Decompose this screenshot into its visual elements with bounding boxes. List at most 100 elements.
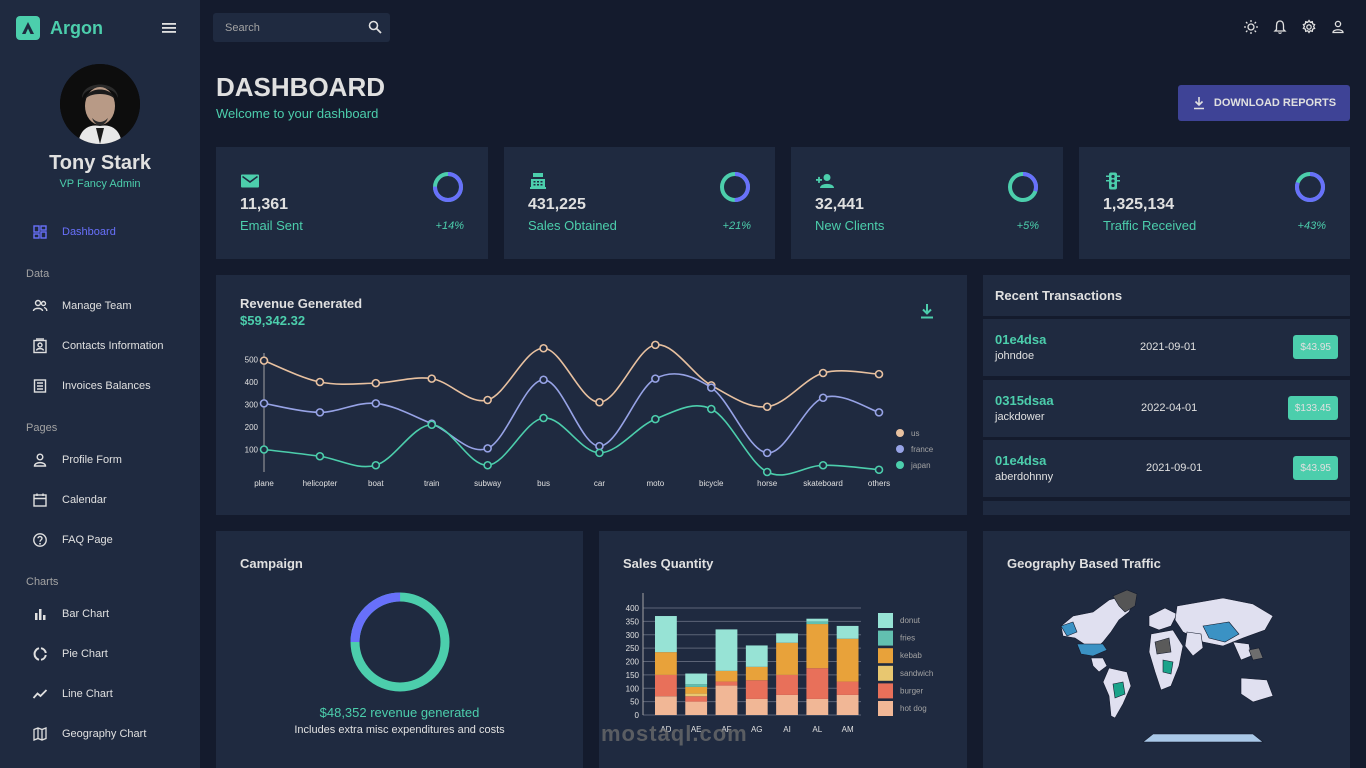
legend-swatch (878, 665, 893, 681)
data-point (539, 413, 548, 423)
data-point (818, 368, 828, 378)
y-tick-label: 400 (626, 604, 640, 613)
x-tick-label: AG (751, 725, 763, 734)
bar-segment-hot-dog (836, 694, 859, 715)
watermark: mostaql.com (601, 721, 748, 746)
bar-segment-fries (685, 684, 708, 687)
sidebar-item-manage-team[interactable]: Manage Team (32, 296, 132, 316)
menu-icon[interactable] (161, 21, 177, 35)
bar-segment-donut (655, 616, 677, 653)
bar-segment-kebab (776, 642, 798, 675)
pie-chart-icon (33, 647, 47, 661)
x-tick-label: AI (783, 725, 791, 734)
series-line-france (263, 373, 880, 454)
progress-ring (433, 172, 463, 202)
transaction-row[interactable]: 0315dsaa jackdower 2022-04-01 $133.45 (983, 380, 1350, 437)
legend-label: donut (900, 616, 921, 625)
x-tick-label: helicopter (303, 479, 338, 488)
search-input[interactable] (213, 13, 363, 42)
x-tick-label: boat (368, 479, 384, 488)
bar-segment-hot-dog (715, 685, 738, 715)
sidebar-item-label: Pie Chart (62, 648, 108, 660)
sidebar-item-profile-form[interactable]: Profile Form (32, 450, 122, 470)
sidebar-item-line-chart[interactable]: Line Chart (32, 684, 113, 704)
x-tick-label: subway (474, 479, 501, 488)
search-icon[interactable] (368, 20, 382, 34)
data-point (595, 448, 604, 458)
invoices-icon (33, 379, 47, 393)
y-tick-label: 100 (626, 684, 640, 693)
download-icon[interactable] (918, 302, 936, 320)
calendar-icon (33, 493, 47, 507)
revenue-line-chart: 100 200 300 400 500 plane helicopter boat train s… (245, 340, 934, 488)
search-bar (213, 13, 390, 42)
download-reports-button[interactable]: DOWNLOAD REPORTS (1178, 85, 1350, 121)
transaction-cost: $43.95 (1293, 456, 1338, 480)
geography-card: Geography Based Traffic (983, 531, 1350, 768)
legend-swatch (878, 701, 893, 716)
data-point (818, 460, 828, 470)
stat-label: Sales Obtained (528, 218, 617, 233)
y-tick-label: 300 (626, 631, 640, 640)
sidebar-item-contacts[interactable]: Contacts Information (32, 336, 164, 356)
transaction-user: aberdohnny (995, 471, 1054, 483)
person-icon[interactable] (1330, 19, 1346, 35)
data-point (651, 340, 660, 350)
y-tick-label: 250 (626, 644, 640, 653)
bar-segment-hot-dog (776, 694, 798, 715)
sidebar-item-bar-chart[interactable]: Bar Chart (32, 604, 109, 624)
transaction-row[interactable]: 01e4dsa aberdohnny 2021-09-01 $43.95 (983, 440, 1350, 497)
data-point (874, 408, 884, 417)
data-point (371, 399, 381, 408)
data-point (427, 420, 437, 430)
transaction-user: jackdower (995, 411, 1045, 423)
legend-label: burger (900, 686, 923, 695)
x-tick-label: skateboard (803, 479, 843, 488)
sidebar-item-invoices[interactable]: Invoices Balances (32, 376, 151, 396)
page-subtitle: Welcome to your dashboard (216, 106, 379, 121)
sidebar-item-faq[interactable]: FAQ Page (32, 530, 113, 550)
transaction-user: johndoe (995, 350, 1035, 362)
brand[interactable]: Argon (16, 16, 103, 40)
sidebar-item-pie-chart[interactable]: Pie Chart (32, 644, 108, 664)
notifications-icon[interactable] (1272, 19, 1288, 35)
data-point (651, 374, 660, 383)
legend-label: france (911, 445, 934, 454)
revenue-card: Revenue Generated $59,342.32 100 200 300 40… (216, 275, 967, 515)
legend-swatch (878, 648, 893, 664)
sidebar-item-label: Invoices Balances (62, 380, 151, 392)
y-tick-label: 0 (635, 711, 640, 720)
y-tick-label: 150 (626, 671, 640, 680)
bar-segment-donut (776, 633, 798, 643)
data-point (315, 377, 325, 387)
transaction-row[interactable]: 01e4dsa johndoe 2021-09-01 $43.95 (983, 319, 1350, 376)
sidebar-item-calendar[interactable]: Calendar (32, 490, 107, 510)
transaction-id: 01e4dsa (995, 453, 1047, 468)
sidebar-section-charts: Charts (26, 576, 59, 588)
stat-card-email: 11,361 Email Sent +14% (216, 147, 488, 259)
sidebar-item-geography-chart[interactable]: Geography Chart (32, 724, 146, 744)
bar-segment-hot-dog (655, 696, 677, 715)
sidebar-item-dashboard[interactable]: Dashboard (32, 222, 116, 242)
transaction-date: 2022-04-01 (1141, 402, 1198, 414)
point-of-sale-icon (530, 173, 546, 189)
light-mode-icon[interactable] (1243, 19, 1259, 35)
legend-label: kebab (900, 651, 922, 660)
transaction-row[interactable] (983, 501, 1350, 515)
data-point (371, 460, 381, 470)
bar-segment-burger (806, 668, 829, 699)
brand-name: Argon (50, 17, 103, 38)
world-map (1060, 589, 1274, 743)
avatar[interactable] (60, 64, 140, 144)
series-line-us (263, 344, 880, 408)
sidebar-section-data: Data (26, 268, 50, 280)
settings-icon[interactable] (1301, 19, 1317, 35)
email-icon (241, 174, 259, 188)
legend-label: fries (900, 634, 915, 643)
data-point (539, 343, 548, 353)
stat-card-clients: 32,441 New Clients +5% (791, 147, 1063, 259)
legend-swatch (896, 429, 904, 437)
data-point (874, 465, 884, 475)
sidebar: Argon Tony Stark VP Fancy Admin Dashboar… (0, 0, 200, 768)
page-title: DASHBOARD (216, 72, 385, 102)
